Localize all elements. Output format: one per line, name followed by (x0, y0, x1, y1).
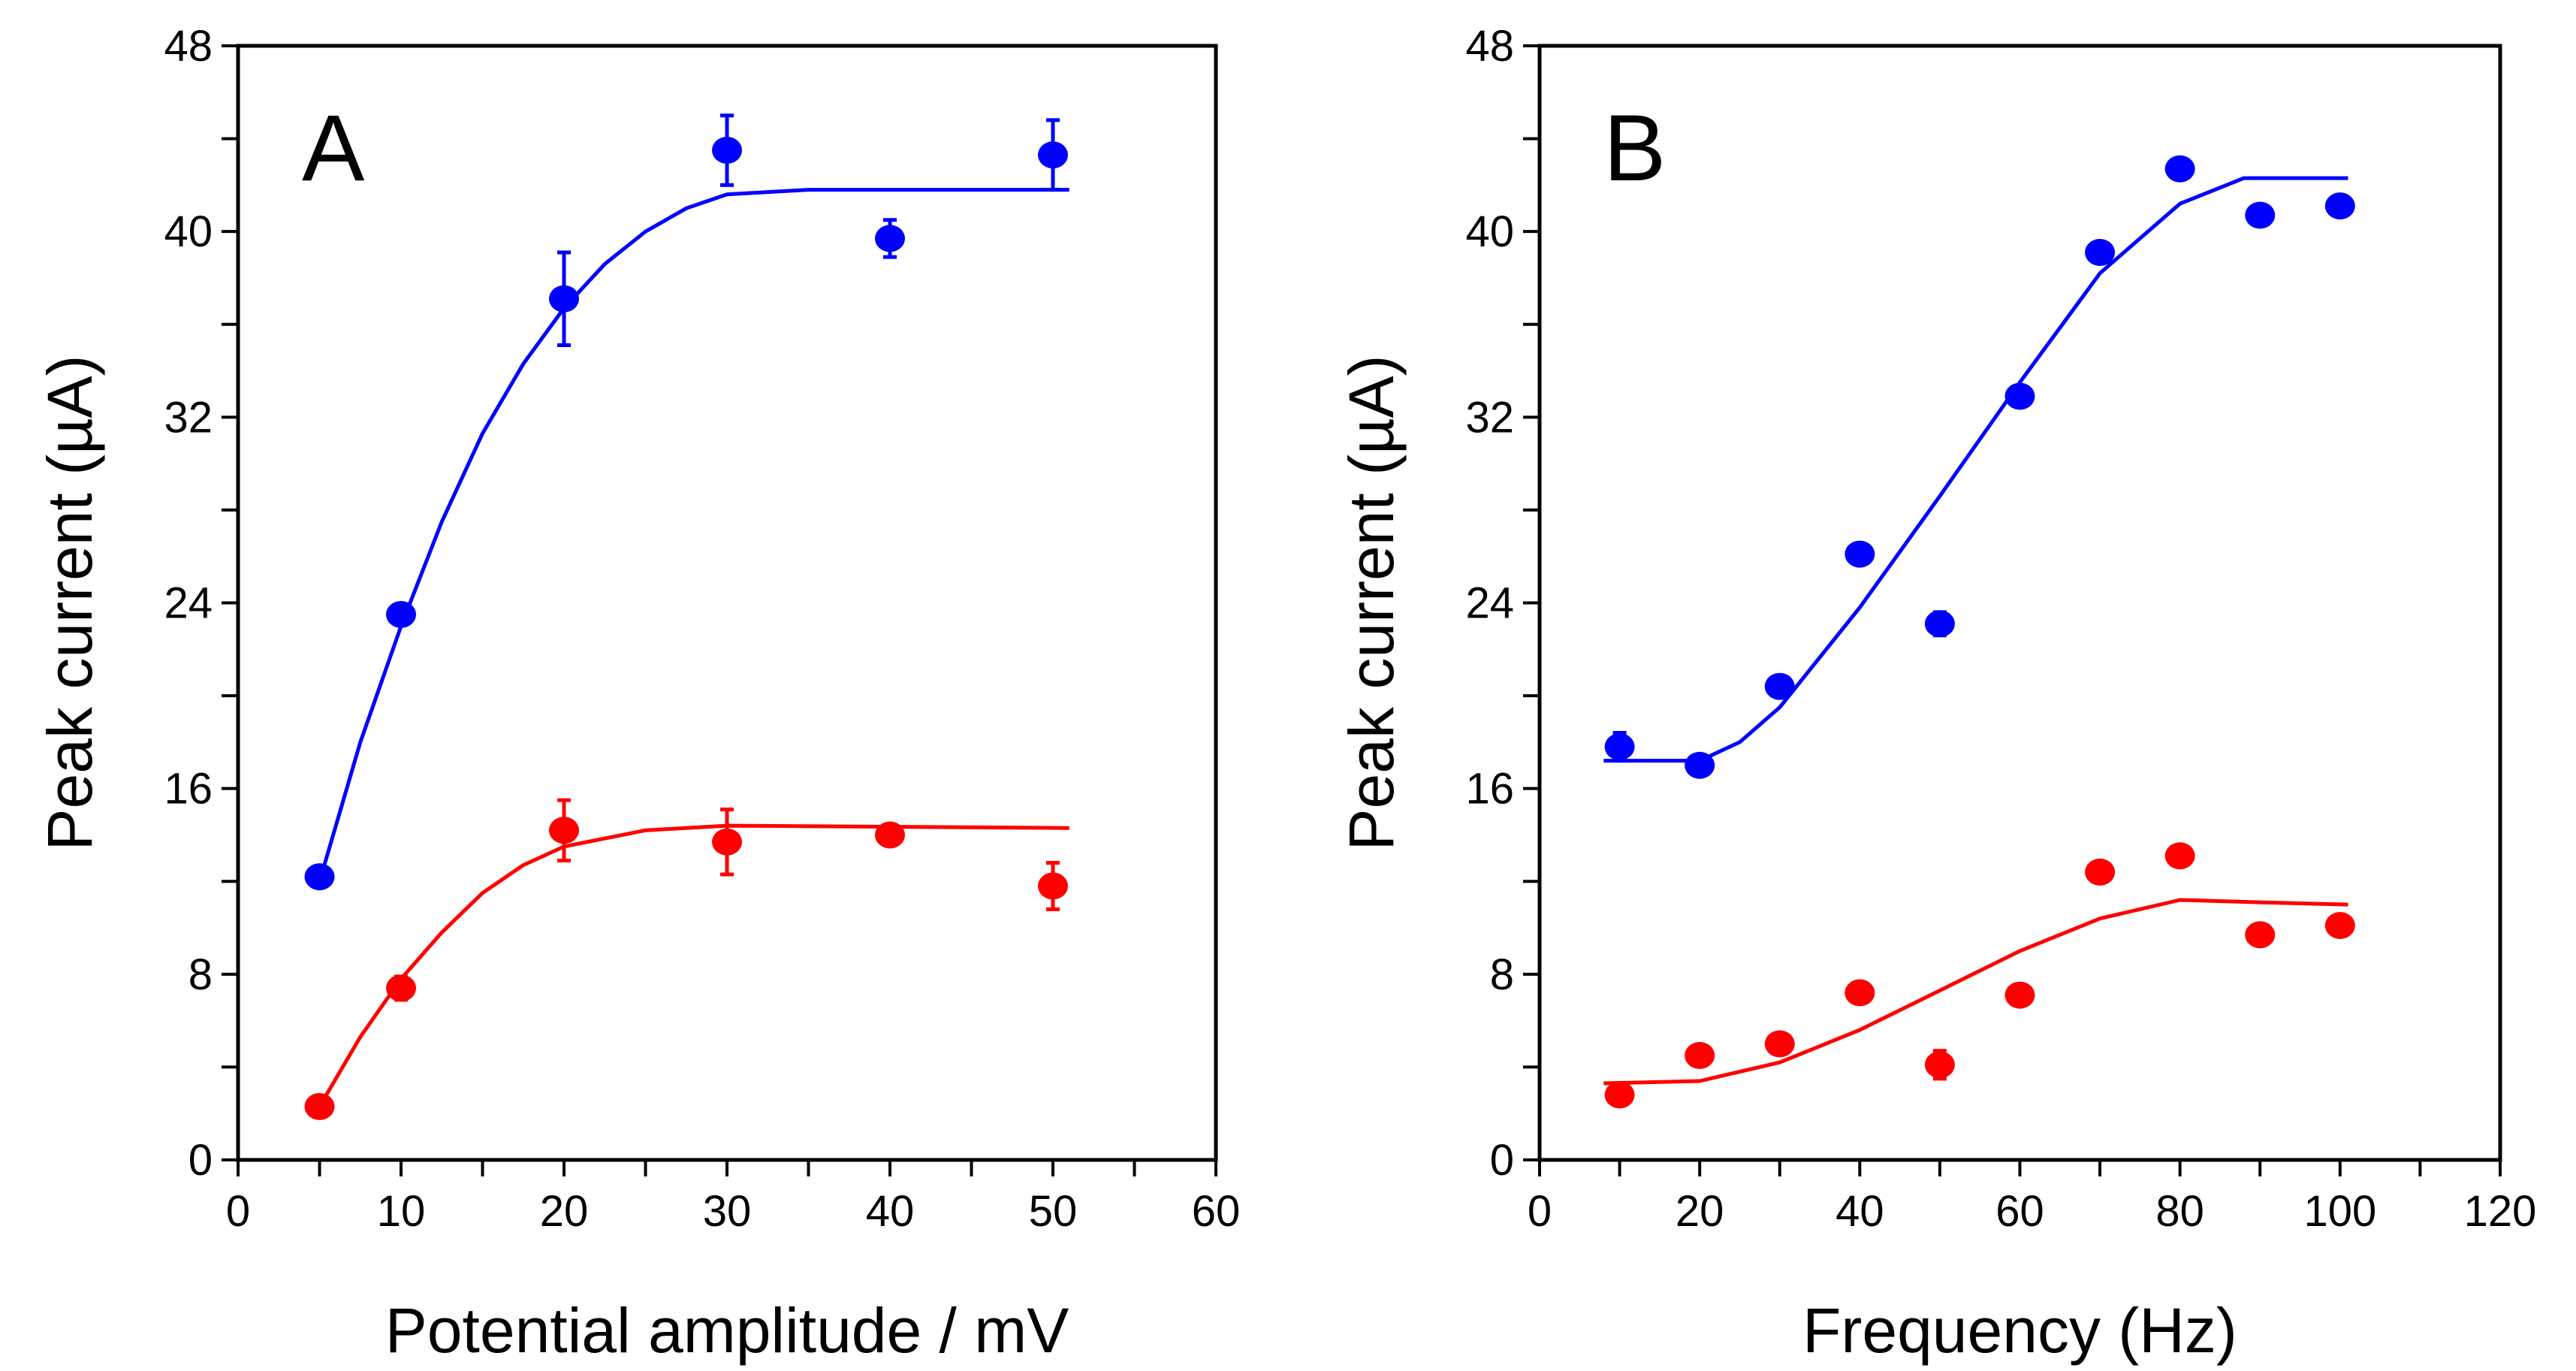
blue-fit-curve (1603, 176, 2348, 763)
red-data-point (1685, 1041, 1715, 1069)
y-tick-label: 24 (1465, 579, 1514, 628)
x-tick-label: 80 (2155, 1187, 2204, 1236)
red-data-point (2004, 981, 2035, 1009)
y-tick-label: 48 (164, 22, 213, 71)
red-data-point (1924, 1051, 1955, 1079)
red-data-point (2245, 921, 2276, 949)
blue-data-point (2245, 201, 2276, 229)
y-tick-label: 8 (189, 950, 213, 999)
panel-a: 0 10 20 30 40 50 60 0 8 16 24 32 40 48 Potential ampli… (35, 22, 1240, 1366)
blue-data-point (1764, 672, 1795, 700)
blue-data-point (1924, 610, 1955, 638)
panel-label: B (1603, 96, 1666, 201)
x-tick-label: 20 (540, 1187, 589, 1236)
x-tick-label: 30 (703, 1187, 752, 1236)
y-tick-label: 40 (164, 207, 213, 256)
blue-data-point (2324, 192, 2355, 220)
red-data-point (1038, 872, 1068, 900)
red-data-point (549, 817, 579, 844)
x-tick-label: 50 (1029, 1187, 1078, 1236)
x-tick-label: 100 (2303, 1187, 2376, 1236)
y-tick-label: 16 (1465, 765, 1514, 814)
blue-data-point (304, 863, 335, 891)
blue-data-point (1845, 540, 1875, 568)
y-tick-label: 48 (1465, 22, 1514, 71)
y-tick-label: 8 (1490, 950, 1514, 999)
x-tick-label: 60 (1995, 1187, 2044, 1236)
red-data-point (875, 821, 905, 849)
red-data-point (2324, 911, 2355, 939)
x-tick-label: 0 (226, 1187, 250, 1236)
red-data-point (2085, 858, 2116, 886)
blue-data-point (1604, 733, 1635, 761)
y-tick-label: 32 (1465, 393, 1514, 442)
y-axis-label: Peak current (µA) (1336, 355, 1407, 851)
blue-data-point (1038, 141, 1068, 169)
red-data-point (1604, 1081, 1635, 1109)
red-fit-curve (318, 823, 1069, 1108)
red-data-point (1764, 1030, 1795, 1058)
red-data-point (712, 828, 742, 856)
x-tick-label: 120 (2464, 1187, 2537, 1236)
red-data-point (2164, 842, 2195, 870)
blue-data-point (2085, 238, 2116, 266)
x-tick-label: 60 (1192, 1187, 1241, 1236)
y-tick-label: 0 (1490, 1136, 1514, 1185)
blue-data-point (386, 600, 416, 628)
y-tick-label: 16 (164, 765, 213, 814)
x-tick-label: 40 (1835, 1187, 1884, 1236)
blue-data-point (549, 285, 579, 313)
x-tick-label: 0 (1528, 1187, 1552, 1236)
y-tick-label: 24 (164, 579, 213, 628)
red-fit-curve (1603, 898, 2348, 1086)
blue-data-point (1685, 751, 1715, 779)
y-tick-label: 40 (1465, 207, 1514, 256)
blue-data-point (2004, 382, 2035, 410)
red-data-point (304, 1092, 335, 1120)
x-axis-label: Potential amplitude / mV (385, 1295, 1069, 1366)
x-axis-label: Frequency (Hz) (1802, 1295, 2237, 1366)
y-tick-label: 0 (189, 1136, 213, 1185)
x-tick-label: 20 (1676, 1187, 1724, 1236)
blue-data-point (875, 225, 905, 252)
red-data-point (1845, 979, 1875, 1007)
x-tick-label: 10 (377, 1187, 426, 1236)
y-axis-label: Peak current (µA) (35, 355, 105, 851)
panel-b: 0 20 40 60 80 100 120 0 8 16 24 32 40 48 Frequency (Hz… (1336, 22, 2536, 1366)
panel-label: A (302, 96, 365, 201)
blue-data-point (2164, 155, 2195, 183)
x-tick-label: 40 (866, 1187, 915, 1236)
blue-data-point (712, 137, 742, 165)
plot-frame (236, 44, 1218, 1162)
blue-fit-curve (318, 188, 1069, 883)
y-tick-label: 32 (164, 393, 213, 442)
red-data-point (386, 974, 416, 1002)
